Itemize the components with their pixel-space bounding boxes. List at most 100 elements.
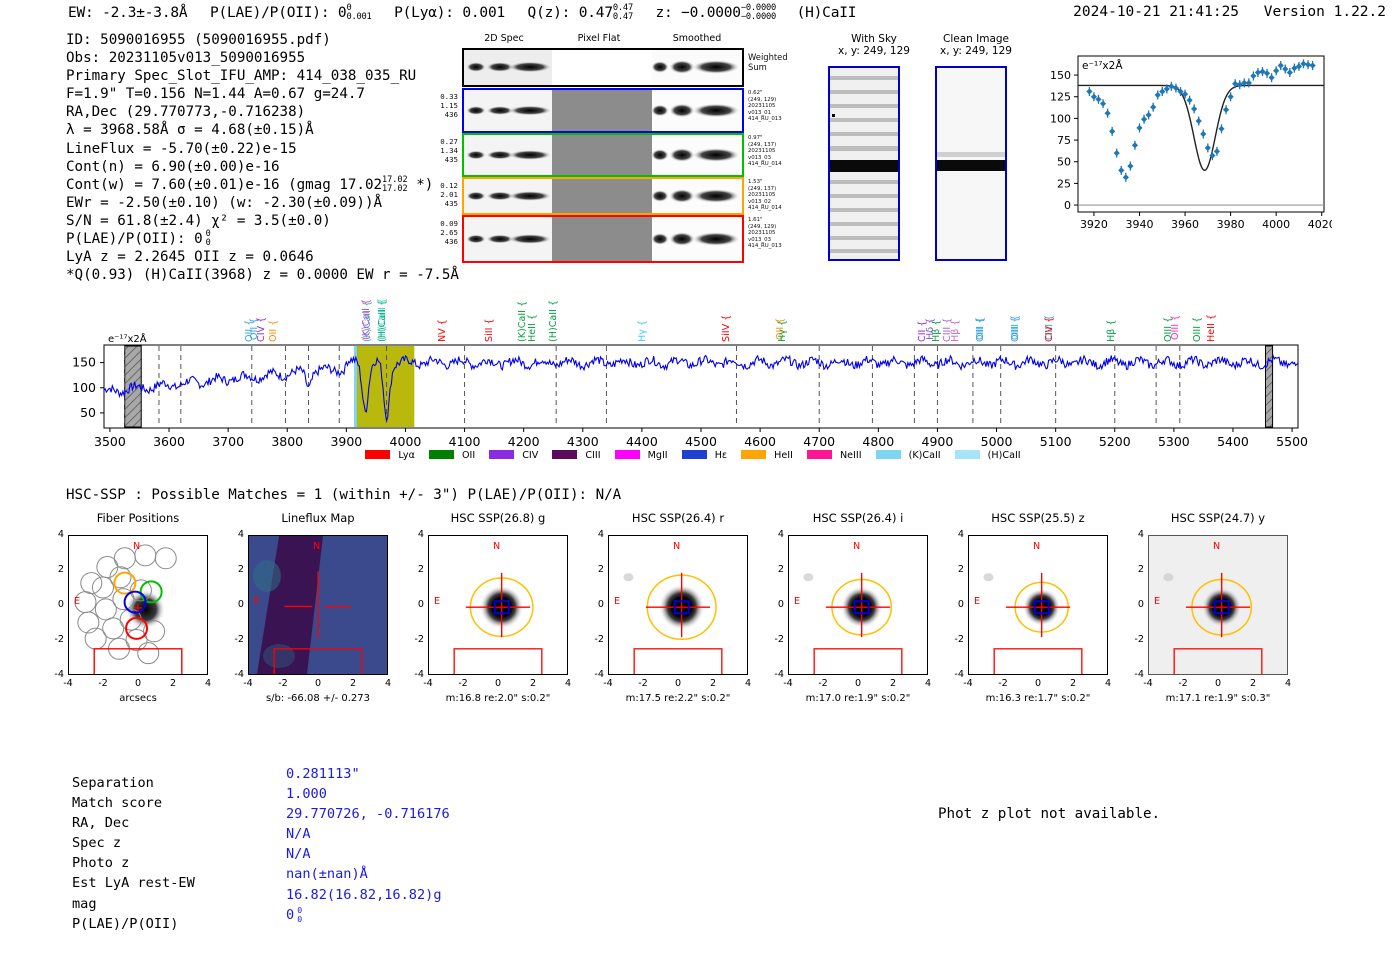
compass-north-0: N <box>133 541 141 552</box>
svg-text:5300: 5300 <box>1158 434 1190 449</box>
info-cont-w: Cont(w) = 7.60(±0.01)e-16 (gmag 17.02 17.… <box>66 176 459 194</box>
cutout-xtick-3-1: -2 <box>638 678 648 689</box>
info-radec: RA,Dec (29.770773,-0.716238) <box>66 104 306 121</box>
cutout-xtick-0-1: -2 <box>98 678 108 689</box>
info-seeing: F=1.9" T=0.156 N=1.44 A=0.67 g=24.7 <box>66 86 365 103</box>
svg-text:e⁻¹⁷x2Å: e⁻¹⁷x2Å <box>1082 59 1123 72</box>
legend-item-KCaII: (K)CaII <box>875 450 941 461</box>
cutout-xtick-4-3: 2 <box>889 678 897 689</box>
cutout-panel-5[interactable] <box>968 535 1108 675</box>
header-z-line: (H)CaII <box>796 4 857 21</box>
cutout-ytick-4-1: -2 <box>774 634 784 645</box>
cutout-xtick-2-3: 2 <box>529 678 537 689</box>
clean-image-title: Clean Image <box>942 33 1010 45</box>
legend-label-1: OII <box>458 450 476 461</box>
cutout-ytick-3-0: -4 <box>594 669 604 680</box>
cutout-panel-2[interactable] <box>428 535 568 675</box>
compass-north-3: N <box>673 541 681 552</box>
info-ewr: EWr = -2.50(±0.10) (w: -2.30(±0.09))Å <box>66 194 383 211</box>
cutout-xtick-5-4: 4 <box>1104 678 1112 689</box>
legend-item-OII: OII <box>428 450 476 461</box>
cutout-ytick-4-0: -4 <box>774 669 784 680</box>
cutout-xtick-0-4: 4 <box>204 678 212 689</box>
summary-values: 0.281113" 1.000 29.770726, -0.716176 N/A N/A… <box>286 764 450 925</box>
cutout-panel-0[interactable] <box>68 535 208 675</box>
cutout-caption-1: s/b: -66.08 +/- 0.273 <box>265 693 371 704</box>
legend-label-3: CIII <box>582 450 601 461</box>
cutout-caption-6: m:17.1 re:1.9" s:0.3" <box>1165 693 1271 704</box>
svg-text:0: 0 <box>1064 199 1071 212</box>
svg-text:4300: 4300 <box>567 434 599 449</box>
info-primary-spec: Primary Spec_Slot_IFU_AMP: 414_038_035_R… <box>66 68 417 85</box>
cutout-panel-4[interactable] <box>788 535 928 675</box>
svg-text:5200: 5200 <box>1099 434 1131 449</box>
info-plae-label: P(LAE)/P(OII): 0 <box>66 231 203 248</box>
weighted-sum-panel <box>462 48 744 87</box>
svg-text:100: 100 <box>1050 112 1071 125</box>
cutout-caption-0: arcsecs <box>119 693 157 704</box>
cutout-caption-3: m:17.5 re:2.2" s:0.2" <box>625 693 731 704</box>
legend-swatch-3 <box>552 450 578 459</box>
svg-text:4900: 4900 <box>922 434 954 449</box>
header-z-sub: −0.0000 <box>740 11 777 22</box>
cutout-ytick-5-3: 2 <box>957 564 964 575</box>
cutout-xtick-1-3: 2 <box>349 678 357 689</box>
with-sky-title: With Sky <box>851 33 897 45</box>
svg-text:3980: 3980 <box>1217 218 1245 231</box>
compass-east-3: E <box>614 596 621 607</box>
fiber-panel-3 <box>462 215 744 263</box>
info-snr-chi2: S/N = 61.8(±2.4) χ² = 3.5(±0.0) <box>66 212 331 229</box>
fiber-meta-2: 1.53" (249, 137) 20231105 v013_02 414_RU_014 <box>748 179 782 212</box>
legend-item-CIII: CIII <box>552 450 601 461</box>
cutout-panel-1[interactable] <box>248 535 388 675</box>
summary-value-2: 29.770726, -0.716176 <box>286 806 450 823</box>
svg-text:3940: 3940 <box>1126 218 1154 231</box>
legend-swatch-6 <box>741 450 767 459</box>
cutout-ytick-1-2: 0 <box>237 599 244 610</box>
svg-text:3920: 3920 <box>1080 218 1108 231</box>
legend-item-HCaII: (H)CaII <box>954 450 1021 461</box>
photz-note: Phot z plot not available. <box>938 806 1161 822</box>
svg-text:e⁻¹⁷x2Å: e⁻¹⁷x2Å <box>108 332 147 345</box>
compass-north-5: N <box>1033 541 1041 552</box>
fiber-weights-1: 0.27 1.34 435 <box>440 137 458 165</box>
legend-item-NeIII: NeIII <box>806 450 862 461</box>
cutout-xtick-3-2: 0 <box>674 678 682 689</box>
cutout-ytick-5-4: 4 <box>957 529 964 540</box>
cutout-ytick-0-4: 4 <box>57 529 64 540</box>
cutout-xtick-2-2: 0 <box>494 678 502 689</box>
cutout-xtick-5-0: -4 <box>963 678 973 689</box>
with-sky-image <box>828 66 900 261</box>
weighted-sum-label: Weighted Sum <box>748 52 788 72</box>
svg-text:3500: 3500 <box>94 434 126 449</box>
col-title-2dspec: 2D Spec <box>484 33 524 44</box>
legend-label-7: NeIII <box>836 450 862 461</box>
cutout-ytick-5-1: -2 <box>954 634 964 645</box>
cutout-ytick-6-3: 2 <box>1137 564 1144 575</box>
svg-text:50: 50 <box>80 405 96 420</box>
legend-swatch-0 <box>365 450 391 459</box>
cutout-xtick-3-3: 2 <box>709 678 717 689</box>
cutout-ytick-2-4: 4 <box>417 529 424 540</box>
summary-label-7: P(LAE)/P(OII) <box>72 915 179 932</box>
cutout-panel-6[interactable] <box>1148 535 1288 675</box>
cutout-xtick-6-2: 0 <box>1214 678 1222 689</box>
cutout-panel-3[interactable] <box>608 535 748 675</box>
cutout-xtick-2-4: 4 <box>564 678 572 689</box>
cutout-ytick-5-2: 0 <box>957 599 964 610</box>
fiber-meta-3: 1.61" (249, 129) 20231105 v013_03 414_RU_013 <box>748 217 782 250</box>
summary-label-4: Photo z <box>72 855 130 872</box>
svg-text:4200: 4200 <box>508 434 540 449</box>
cutout-xtick-0-3: 2 <box>169 678 177 689</box>
summary-value-3: N/A <box>286 826 311 843</box>
cutout-ytick-3-4: 4 <box>597 529 604 540</box>
info-cont-w-post: *) <box>416 176 434 193</box>
header-ew: EW: -2.3±-3.8Å <box>68 4 188 21</box>
fiber-meta-1: 0.97" (249, 137) 20231105 v013_03 414_RU_014 <box>748 135 782 168</box>
fiber-weights-0: 0.33 1.15 436 <box>440 92 458 120</box>
cutout-ytick-5-0: -4 <box>954 669 964 680</box>
col-title-smoothed: Smoothed <box>672 33 722 44</box>
cutout-ytick-1-0: -4 <box>234 669 244 680</box>
